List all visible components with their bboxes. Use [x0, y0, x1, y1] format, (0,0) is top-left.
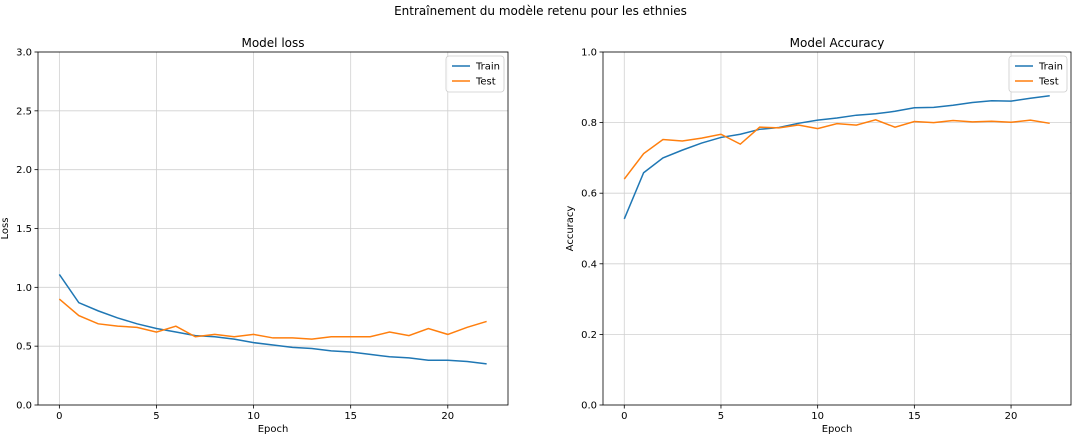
y-tick-label: 2.0: [16, 165, 32, 176]
x-tick-label: 15: [344, 411, 357, 422]
y-tick-label: 0.0: [16, 401, 32, 412]
x-tick-label: 5: [153, 411, 159, 422]
figure-suptitle: Entraînement du modèle retenu pour les e…: [394, 4, 687, 18]
x-tick-label: 20: [441, 411, 454, 422]
y-tick-label: 1.0: [581, 48, 597, 59]
x-axis-label: Epoch: [822, 424, 853, 435]
x-tick-label: 5: [718, 411, 724, 422]
series-line-train: [58, 273, 487, 365]
x-tick-label: 20: [1005, 411, 1018, 422]
x-tick-label: 10: [811, 411, 824, 422]
y-axis-label: Accuracy: [565, 206, 576, 252]
chart-title: Model Accuracy: [790, 36, 885, 50]
y-axis-label: Loss: [0, 218, 11, 240]
series-line-train: [623, 95, 1050, 220]
chart-0: 0 5 10 15 20 0.0 0.5 1.0 1.5 2.0 2.5 3.0 Model loss E…: [0, 36, 509, 435]
x-tick-label: 0: [621, 411, 627, 422]
axes-frame: [602, 51, 1072, 406]
legend-box: [1008, 55, 1068, 93]
chart-1: 0 5 10 15 20 0.0 0.2 0.4 0.6 0.8 1.0 Model Accuracy…: [565, 36, 1072, 435]
legend-label-test: Test: [1038, 77, 1059, 88]
y-tick-label: 0.8: [581, 118, 597, 129]
y-tick-label: 2.5: [16, 106, 32, 117]
x-axis-label: Epoch: [258, 424, 289, 435]
legend-label-train: Train: [1038, 62, 1063, 73]
series-line-test: [623, 118, 1050, 180]
y-tick-label: 0.6: [581, 189, 597, 200]
x-tick-label: 0: [56, 411, 62, 422]
x-tick-label: 15: [908, 411, 921, 422]
chart-title: Model loss: [241, 36, 304, 50]
y-tick-label: 3.0: [16, 48, 32, 59]
legend-box: [445, 55, 505, 93]
y-tick-label: 0.5: [16, 342, 32, 353]
legend-label-test: Test: [475, 77, 496, 88]
y-tick-label: 1.5: [16, 224, 32, 235]
legend-label-train: Train: [475, 62, 500, 73]
y-tick-label: 1.0: [16, 283, 32, 294]
y-tick-label: 0.2: [581, 330, 597, 341]
y-tick-label: 0.0: [581, 401, 597, 412]
y-tick-label: 0.4: [581, 259, 597, 270]
series-line-test: [58, 298, 487, 340]
x-tick-label: 10: [247, 411, 260, 422]
